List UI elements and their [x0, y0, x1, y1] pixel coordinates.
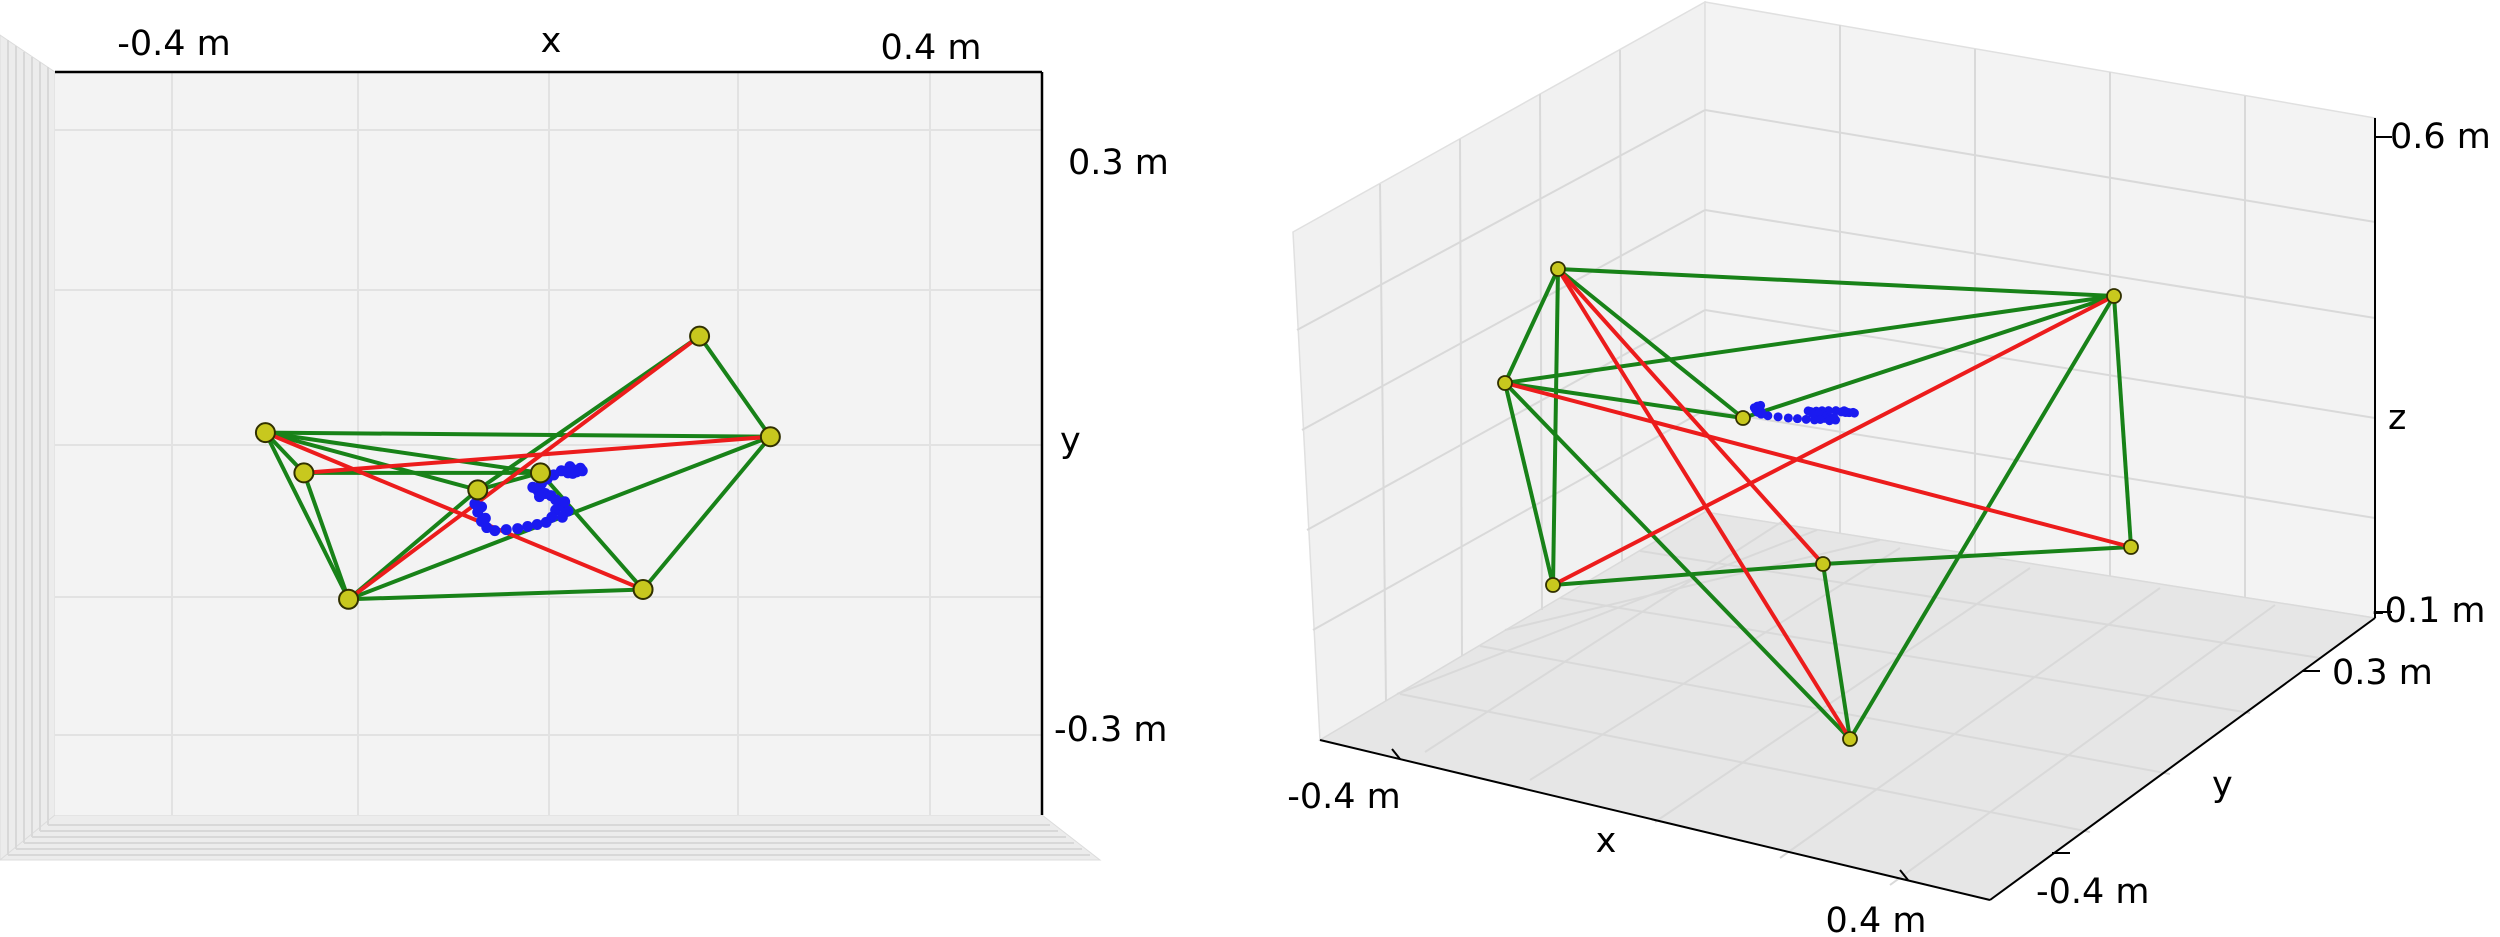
perspective-green-edge-2: [1557, 267, 2115, 298]
perspective-view-edges: [1503, 267, 2133, 741]
y-axis-label: y: [2212, 765, 2233, 805]
axis-ticks: [1391, 136, 2392, 881]
perspective-trajectory-point: [1839, 406, 1849, 416]
top-view-node-5: [632, 578, 654, 600]
top-view-edges: [263, 334, 772, 602]
top-view-green-edge-2: [265, 430, 771, 439]
top-view-red-edge-1: [303, 434, 771, 475]
perspective-node-5: [2106, 288, 2122, 304]
perspective-green-edge-0: [1503, 268, 1560, 384]
top-view-node-4: [529, 462, 551, 484]
top-view-green-edge-5: [302, 472, 351, 600]
perspective-green-edge-6: [1504, 381, 1744, 420]
top-view-grid: [55, 72, 1042, 815]
top-view-ytick-top: 0.3 m: [1068, 143, 1169, 183]
perspective-green-edge-3: [1556, 267, 1745, 420]
perspective-node-0: [1550, 261, 1566, 277]
top-view-node-3: [467, 479, 489, 501]
top-view-trajectory-point: [531, 518, 543, 530]
top-view-plot: -0.4 m x 0.4 m 0.3 m y -0.3 m: [0, 21, 1169, 861]
top-view-trajectory-point: [556, 511, 568, 523]
top-view-x-label: x: [541, 21, 562, 61]
top-view-ytick-bottom: -0.3 m: [1054, 710, 1168, 750]
top-view-y-label: y: [1060, 421, 1081, 461]
right-back-pane: [1704, 1, 2376, 619]
top-view-trajectory-point: [476, 501, 488, 513]
perspective-node-7: [1735, 410, 1751, 426]
perspective-green-edge-7: [1503, 381, 1852, 741]
ytick-top: 0.3 m: [2332, 653, 2433, 693]
ytick-bottom: -0.4 m: [2036, 872, 2150, 912]
xtick-right: 0.4 m: [1826, 901, 1927, 937]
top-view-trajectory-point: [576, 465, 588, 477]
perspective-red-edge-1: [1504, 381, 2132, 549]
ztick-bottom: -0.1 m: [2372, 591, 2486, 631]
perspective-green-edge-1: [1551, 268, 1560, 586]
perspective-node-3: [1815, 556, 1831, 572]
top-view-trajectory-point: [522, 521, 534, 533]
perspective-green-edge-5: [1504, 294, 2115, 385]
perspective-green-edge-4: [1503, 382, 1555, 586]
x-axis-line: [1319, 739, 1991, 901]
top-view-node-6: [689, 325, 711, 347]
perspective-node-1: [1497, 375, 1513, 391]
perspective-green-edge-11: [1848, 294, 2116, 741]
perspective-view-plot: -0.4 m x 0.4 m 0.3 m y -0.4 m 0.6 m z -0…: [1287, 0, 2491, 937]
perspective-view-trajectory: [1749, 400, 1859, 426]
perspective-trajectory-point: [1783, 413, 1793, 423]
perspective-trajectory-point: [1801, 414, 1811, 424]
perspective-view-nodes: [1497, 261, 2139, 747]
perspective-red-edge-3: [1556, 267, 1825, 566]
perspective-trajectory-point: [1849, 408, 1859, 418]
top-view-trajectory-point: [564, 461, 576, 473]
top-view-nodes: [254, 325, 781, 610]
xtick-left: -0.4 m: [1287, 777, 1401, 817]
top-view-trajectory-point: [540, 516, 552, 528]
ztick-top: 0.6 m: [2390, 117, 2491, 157]
top-view-green-edge-3: [264, 430, 479, 492]
z-axis-label: z: [2388, 398, 2406, 438]
top-view-green-edge-1: [263, 431, 351, 601]
top-view-trajectory-point: [512, 523, 524, 535]
perspective-green-edge-13: [1742, 294, 2115, 420]
perspective-red-edge-0: [1556, 267, 1852, 741]
top-view-trajectory-point: [527, 481, 539, 493]
top-view-red-edge-2: [347, 334, 701, 601]
perspective-trajectory-point: [1773, 412, 1783, 422]
perspective-trajectory-point: [1792, 414, 1802, 424]
top-view-xtick-right: 0.4 m: [881, 28, 982, 68]
top-view-trajectory-point: [500, 524, 512, 536]
top-view-green-edge-13: [641, 435, 772, 591]
perspective-node-4: [1842, 731, 1858, 747]
perspective-trajectory-point: [1756, 407, 1766, 417]
top-view-red-edge-0: [264, 430, 644, 592]
top-view-green-edge-11: [538, 471, 645, 591]
top-view-node-7: [759, 426, 781, 448]
perspective-green-edge-9: [1822, 545, 2132, 566]
top-view-trajectory-point: [479, 512, 491, 524]
top-view-trajectory-point: [534, 491, 545, 503]
top-view-node-0: [254, 422, 276, 444]
top-view-node-1: [293, 462, 315, 484]
perspective-trajectory-point: [1825, 416, 1835, 426]
top-view-trajectory-point: [559, 496, 571, 508]
perspective-red-edge-2: [1552, 294, 2115, 587]
top-view-green-edge-4: [265, 430, 541, 475]
perspective-green-edge-10: [1821, 563, 1852, 740]
perspective-node-6: [2123, 539, 2139, 555]
top-view-green-edge-8: [348, 587, 644, 602]
top-view-xtick-left: -0.4 m: [117, 24, 231, 64]
perspective-green-edge-12: [2112, 295, 2133, 548]
perspective-trajectory-point: [1831, 406, 1841, 416]
top-view-wall-lines: [7, 40, 1090, 856]
perspective-node-2: [1545, 577, 1561, 593]
x-axis-label: x: [1596, 821, 1617, 861]
top-view-green-edge-14: [697, 334, 772, 438]
perspective-green-edge-8: [1552, 562, 1824, 587]
top-view-node-2: [338, 588, 360, 610]
perspective-trajectory-point: [1808, 409, 1818, 419]
perspective-view-grid: [1296, 25, 2376, 886]
